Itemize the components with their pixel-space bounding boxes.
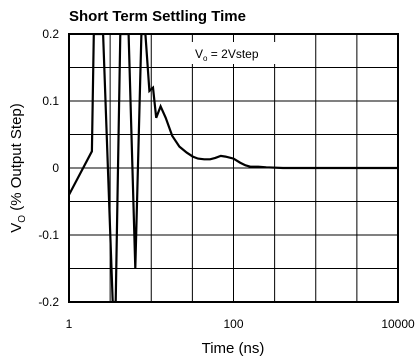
y-tick-label: -0.2	[38, 295, 59, 309]
annotation-sub: o	[203, 54, 208, 63]
y-tick-label: 0.1	[42, 94, 59, 108]
y-axis-label: VO (% Output Step)	[8, 103, 28, 233]
tick-labels: 0.2 0.1 0 -0.1 -0.2 1 100 10000	[38, 27, 415, 331]
y-tick-label: -0.1	[38, 228, 59, 242]
x-tick-label: 1	[66, 317, 73, 331]
annotation-main: V	[195, 47, 203, 61]
y-axis-label-sub: O	[17, 215, 28, 223]
series-line-group	[69, 34, 398, 302]
x-axis-label: Time (ns)	[202, 340, 265, 357]
y-axis-label-main: V	[8, 223, 25, 233]
y-tick-label: 0.2	[42, 27, 59, 41]
x-tick-label: 100	[223, 317, 243, 331]
plot-frame	[68, 33, 399, 303]
annotation-rest: = 2Vstep	[207, 47, 258, 61]
y-axis-label-rest: (% Output Step)	[8, 103, 25, 215]
annotation-box: Vo = 2Vstep	[188, 42, 278, 64]
annotation-background	[188, 42, 278, 64]
chart-title: Short Term Settling Time	[69, 8, 246, 25]
y-tick-label: 0	[52, 161, 59, 175]
svg-text:Vo = 2Vstep: Vo = 2Vstep	[195, 47, 259, 63]
series-line	[69, 34, 398, 302]
x-tick-label: 10000	[381, 317, 415, 331]
